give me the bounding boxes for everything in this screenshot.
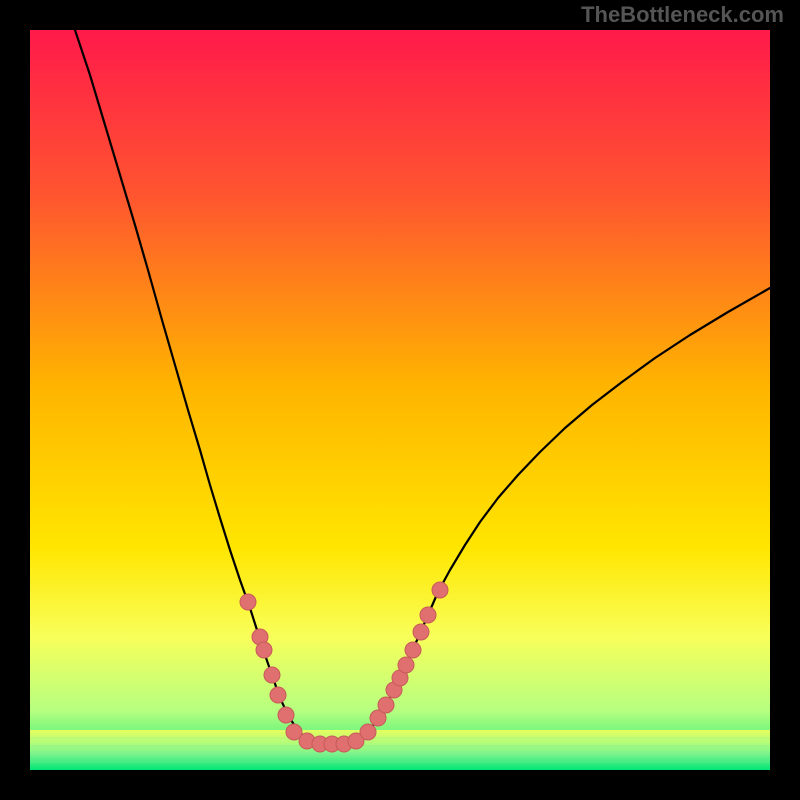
threshold-band: [30, 730, 770, 770]
data-marker: [432, 582, 448, 598]
data-marker: [256, 642, 272, 658]
data-marker: [264, 667, 280, 683]
data-marker: [360, 724, 376, 740]
data-marker: [413, 624, 429, 640]
plot-svg: [30, 30, 770, 770]
data-marker: [420, 607, 436, 623]
data-marker: [405, 642, 421, 658]
data-marker: [240, 594, 256, 610]
chart-outer-frame: TheBottleneck.com: [0, 0, 800, 800]
watermark-label: TheBottleneck.com: [581, 2, 784, 28]
data-marker: [398, 657, 414, 673]
data-marker: [270, 687, 286, 703]
data-marker: [278, 707, 294, 723]
data-marker: [378, 697, 394, 713]
plot-area: [30, 30, 770, 770]
